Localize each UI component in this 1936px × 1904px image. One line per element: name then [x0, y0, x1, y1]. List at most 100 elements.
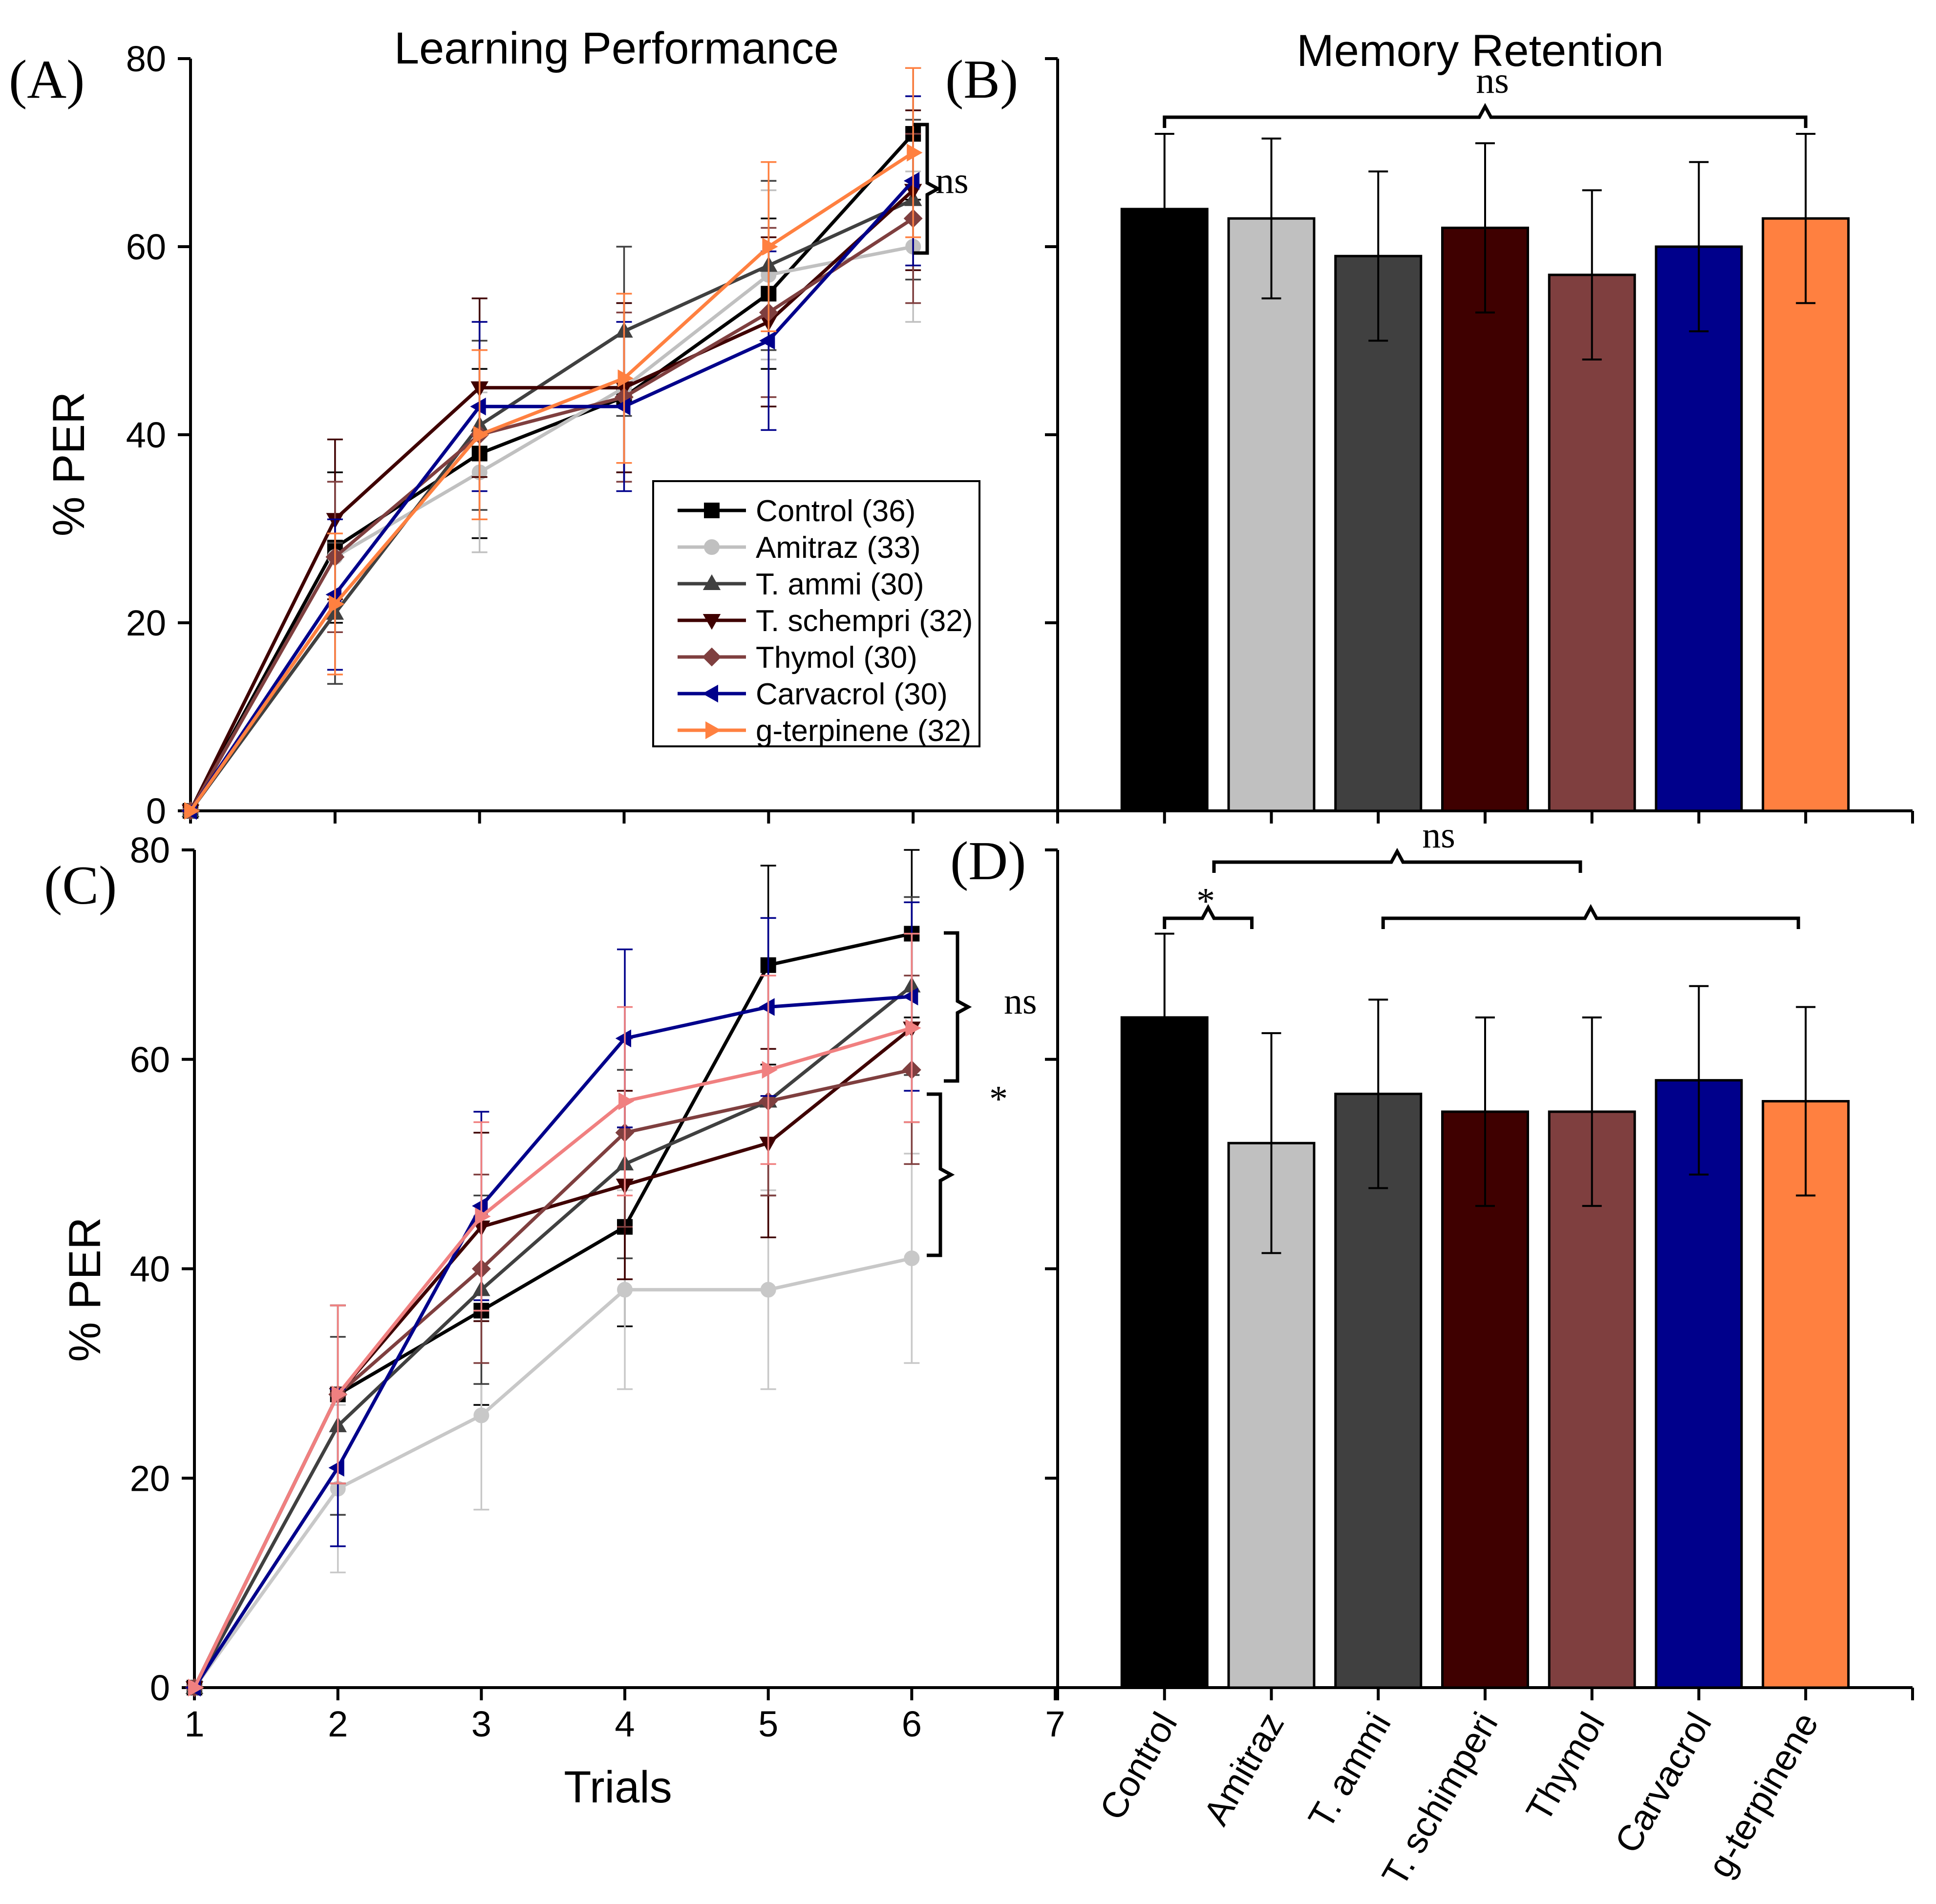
legend-marker [702, 574, 721, 590]
data-point [188, 1678, 204, 1697]
panel-a-y-axis-label: % PER [44, 392, 94, 537]
series-t-schimperi [185, 932, 921, 1697]
panel-d-annotation: * ns [1163, 815, 1800, 929]
series-line [192, 1026, 913, 1689]
bar [1655, 245, 1743, 812]
data-point [473, 425, 489, 444]
series-line [189, 151, 915, 812]
bar-group-t-ammi [1334, 170, 1423, 812]
bar [1548, 274, 1636, 812]
series-line [189, 217, 915, 812]
legend-label: Control (36) [756, 494, 915, 528]
data-point [472, 1197, 488, 1215]
legend-marker [704, 539, 720, 555]
series-line [192, 1068, 913, 1689]
bar-group-control [1120, 932, 1209, 1689]
bar [1120, 1016, 1209, 1689]
series-line [192, 984, 913, 1689]
bar-group-t-schimperi [1441, 1016, 1529, 1689]
x-tick-label: 5 [758, 1704, 778, 1744]
x-tick-label: 1 [184, 1704, 204, 1744]
significance-bracket [1381, 904, 1800, 929]
data-point [615, 398, 631, 416]
series-line [189, 132, 915, 812]
data-point [759, 998, 775, 1016]
data-point [760, 1282, 776, 1298]
legend-label: Thymol (30) [756, 641, 917, 675]
significance-bracket [944, 931, 972, 1083]
series-line [189, 198, 914, 812]
legend-marker [702, 647, 722, 667]
data-point [331, 1385, 347, 1403]
series-line [189, 189, 915, 812]
data-point [762, 1060, 778, 1079]
bar-group-t-ammi [1334, 998, 1423, 1689]
legend-marker [702, 684, 718, 703]
data-point [475, 1207, 491, 1226]
data-point [470, 398, 486, 416]
bar-group-t-schimperi [1441, 142, 1529, 812]
series-carvacrol [185, 901, 920, 1697]
category-label: g-terpinene [1700, 1706, 1826, 1884]
panel-c-axes: 0 20 40 60 80 1 2 3 4 5 6 7 [130, 830, 1065, 1744]
y-tick-label: 20 [130, 1458, 170, 1499]
legend-label: Amitraz (33) [756, 531, 921, 565]
category-label: T. ammi [1300, 1706, 1399, 1836]
x-tick-label: 6 [902, 1704, 922, 1744]
significance-bracket [1163, 103, 1808, 128]
panel-a-legend: Control (36)Amitraz (33)T. ammi (30)T. s… [652, 480, 980, 748]
series-line [192, 932, 913, 1689]
legend-marker [705, 721, 722, 740]
series-g-terpinene [188, 932, 921, 1697]
legend-label: T. schempri (32) [756, 604, 973, 638]
y-tick-label: 20 [126, 603, 166, 643]
legend-box [652, 480, 980, 747]
data-point [328, 595, 345, 613]
panel-a-title: Learning Performance [394, 23, 839, 73]
y-tick-label: 0 [150, 1668, 170, 1708]
significance-bracket [1212, 847, 1582, 873]
panel-b-title: Memory Retention [1297, 26, 1664, 76]
bar [1441, 1110, 1529, 1689]
x-tick-label: 7 [1045, 1704, 1065, 1744]
panel-c-x-axis-label: Trials [564, 1762, 672, 1812]
data-point [905, 1019, 921, 1037]
bar-group-thymol [1548, 1016, 1636, 1689]
legend-label: g-terpinene (32) [756, 714, 971, 748]
series-g-terpinene [184, 67, 923, 820]
data-point [904, 1250, 920, 1267]
panel-a-label: (A) [9, 49, 85, 110]
panel-d-plot [1120, 932, 1850, 1689]
y-tick-label: 60 [130, 1039, 170, 1080]
data-point [328, 1459, 344, 1477]
panel-a-annotation: ns [914, 123, 969, 255]
y-tick-label: 40 [126, 415, 166, 455]
panel-a-axes: 0 20 40 60 80 [126, 39, 1059, 831]
legend-marker [702, 614, 721, 630]
series-thymol [185, 974, 921, 1697]
bar-group-carvacrol [1655, 985, 1743, 1689]
data-point [762, 237, 778, 256]
category-label: Amitraz [1195, 1706, 1292, 1832]
bar [1120, 208, 1209, 812]
bar [1334, 1092, 1423, 1689]
data-point [907, 144, 923, 162]
panel-c-plot [185, 849, 921, 1697]
legend-label: T. ammi (30) [756, 568, 924, 601]
significance-label: ns [936, 160, 969, 201]
series-amitraz [187, 1152, 920, 1695]
significance-label: * [989, 1079, 1008, 1120]
series-t-ammi [185, 896, 921, 1694]
y-tick-label: 40 [130, 1249, 170, 1290]
bar-group-amitraz [1227, 1032, 1316, 1689]
significance-label: * [1196, 881, 1215, 922]
y-tick-label: 80 [126, 39, 166, 79]
bar-group-g-terpinene [1762, 133, 1850, 812]
bar [1334, 254, 1423, 812]
panel-a: (A) Learning Performance % PER 0 20 40 60 80… [9, 23, 1059, 831]
bar-group-g-terpinene [1762, 1006, 1850, 1689]
x-tick-label: 3 [471, 1704, 491, 1744]
data-point [617, 369, 634, 387]
category-label: Thymol [1518, 1706, 1612, 1829]
